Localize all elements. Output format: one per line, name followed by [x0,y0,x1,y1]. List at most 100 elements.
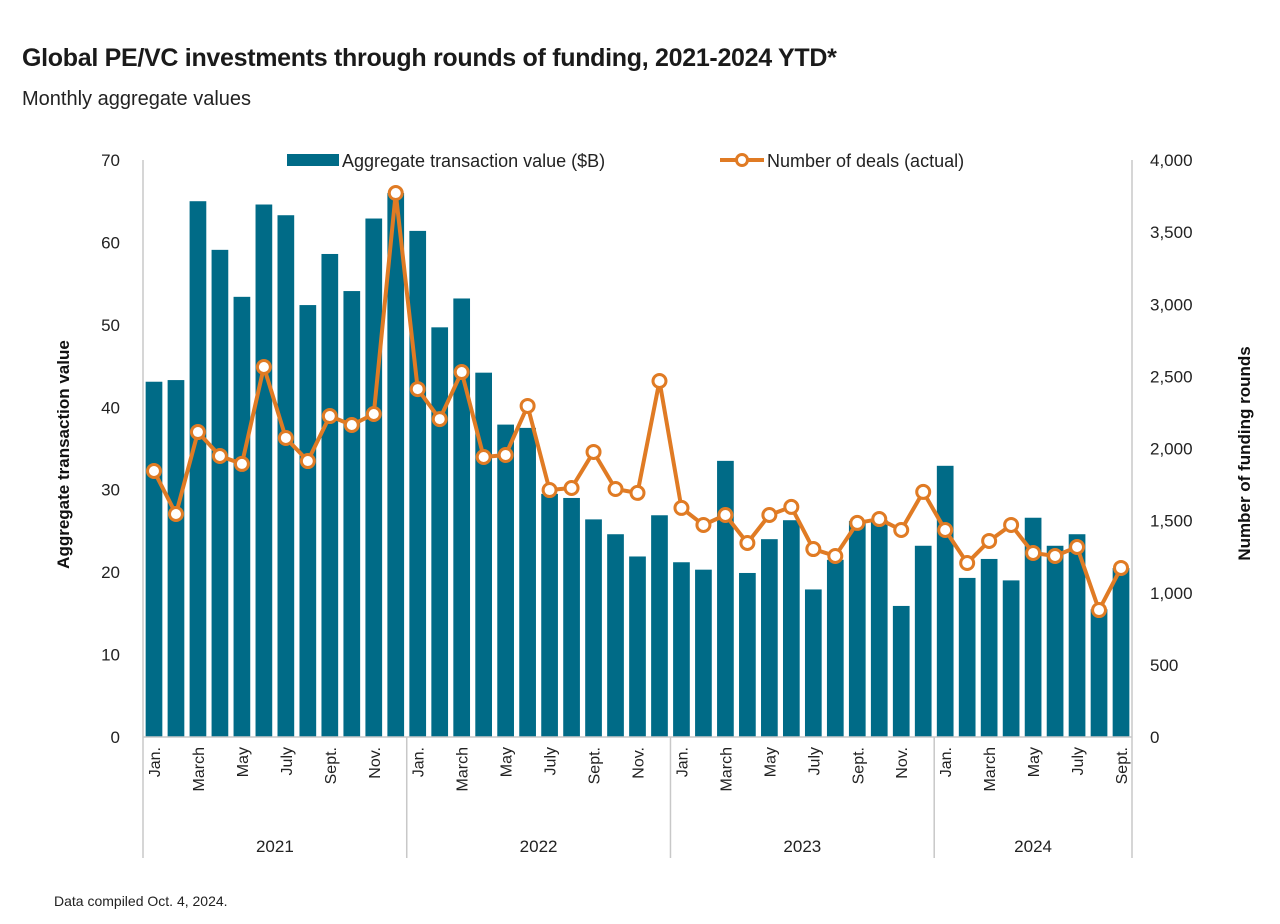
deals-point [167,505,184,522]
bar [826,559,844,737]
y-tick-label: 0 [111,728,120,747]
deals-point [739,534,756,551]
deals-point [827,547,844,564]
x-tick-label: Nov. [631,747,648,779]
bar [233,296,251,737]
legend-bar-label: Aggregate transaction value ($B) [342,151,605,171]
deals-point [563,480,580,497]
deals-point [651,372,668,389]
y2-tick-label: 4,000 [1150,151,1193,170]
bar [848,521,866,737]
deals-point [255,359,272,375]
bar [914,545,932,737]
x-tick-label: Sept. [850,747,867,784]
y2-tick-label: 3,000 [1150,295,1193,314]
deals-line [152,191,1123,613]
bar [892,605,910,737]
deals-point [453,364,470,381]
x-tick-label: July [1070,747,1087,775]
bar [1002,580,1020,737]
bar [695,569,712,737]
deals-point [805,541,822,558]
y-tick-label: 50 [101,316,120,335]
deals-point [365,406,382,423]
x-tick-label: Nov. [894,747,911,779]
deals-point [981,532,998,549]
bar [980,558,998,737]
y2-axis-title: Number of funding rounds [1235,346,1254,560]
x-tick-label: July [543,747,560,775]
line-series [145,185,1130,619]
bar [1068,534,1086,737]
deals-point [387,185,404,202]
bar [585,519,602,737]
deals-point [783,498,800,515]
bar [321,253,339,737]
x-tick-label: Sept. [323,747,340,784]
bar [453,298,471,737]
deals-point [409,381,426,398]
bar [958,577,976,737]
deals-point [211,448,228,464]
deals-point [497,446,514,463]
bar [497,424,514,737]
year-label: 2021 [256,837,294,856]
bar [1024,517,1042,737]
x-tick-label: Jan. [674,747,691,777]
deals-point [431,411,448,428]
deals-point [607,481,624,498]
bar [804,589,822,737]
deals-point [1113,559,1130,576]
chart-title: Global PE/VC investments through rounds … [22,44,837,72]
axes: 0 10 20 30 40 50 60 70 0 500 1,000 1,500 2,000 2,500 3… [54,151,1254,858]
x-tick-label: May [1026,747,1043,777]
bar [387,192,405,738]
year-label: 2023 [783,837,821,856]
bar [211,249,229,737]
y-tick-label: 10 [101,646,120,665]
deals-point [1069,539,1086,556]
deals-point [959,555,976,572]
bar [936,465,954,737]
legend-bar-swatch [287,154,339,166]
deals-point [585,443,602,460]
bar [607,534,624,737]
bar [563,497,580,737]
bar [761,539,778,737]
bar [782,520,800,737]
bar [1090,609,1108,737]
bar [629,556,646,737]
y2-tick-label: 500 [1150,656,1178,675]
deals-point [233,455,250,472]
bar [189,201,207,737]
deals-point [145,463,162,479]
bar [409,230,427,737]
bar-series [145,192,1130,738]
deals-point [343,416,360,433]
x-tick-label: Jan. [411,747,428,777]
deals-point [1047,547,1064,564]
y2-tick-label: 3,500 [1150,223,1193,242]
deals-point [893,522,910,538]
bar [541,493,558,737]
bar [1046,545,1064,737]
bar [299,305,317,737]
bar [519,427,536,737]
x-tick-label: March [982,747,999,791]
bar [673,562,690,737]
deals-point [1025,544,1042,561]
x-tick-label: Jan. [938,747,955,777]
x-tick-label: Nov. [367,747,384,779]
y-tick-label: 30 [101,481,120,500]
x-tick-label: May [499,747,516,777]
footer-note: Data compiled Oct. 4, 2024. [54,893,228,909]
year-label: 2022 [520,837,558,856]
deals-point [519,397,536,414]
bar [365,218,383,737]
deals-point [475,449,492,466]
y-tick-label: 40 [101,398,120,417]
deals-point [1091,602,1108,619]
y-tick-label: 20 [101,563,120,582]
x-tick-label: March [718,747,735,791]
